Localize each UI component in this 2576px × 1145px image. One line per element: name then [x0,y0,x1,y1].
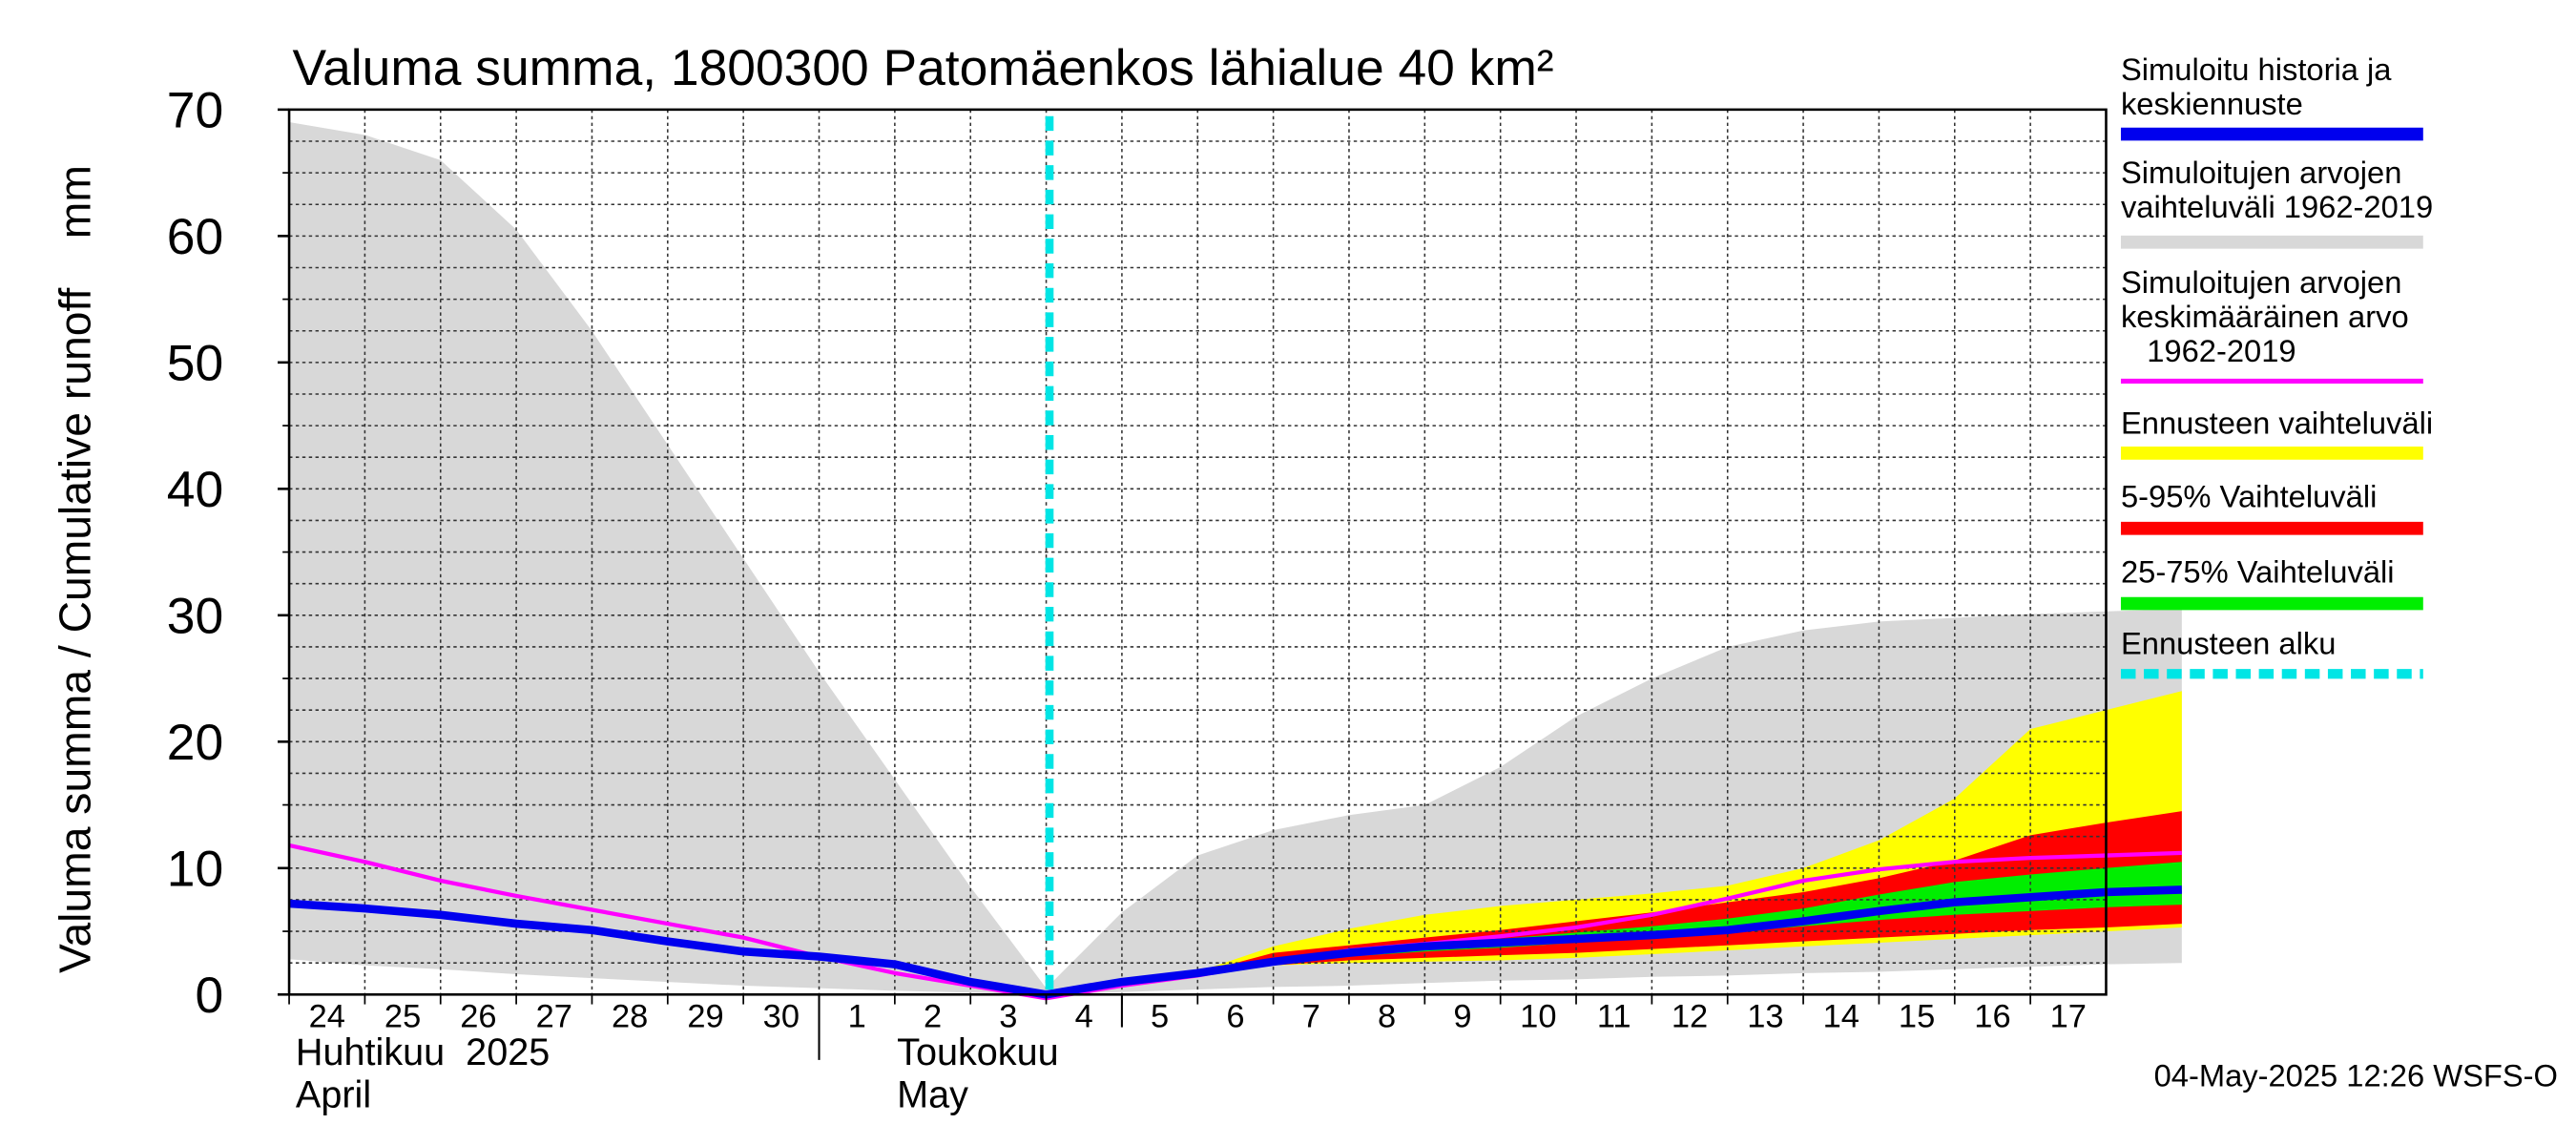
x-tick-label: 4 [1075,999,1093,1035]
x-tick-label: 3 [999,999,1017,1035]
x-tick-label: 10 [1520,999,1556,1035]
x-tick-label: 27 [536,999,572,1035]
historical-range-area [289,122,2182,995]
y-tick-label: 0 [195,968,223,1024]
x-tick-label: 16 [1974,999,2010,1035]
x-tick-label: 5 [1151,999,1169,1035]
y-tick-label: 40 [167,462,223,518]
x-tick-label: 2 [924,999,942,1035]
x-tick-label: 14 [1823,999,1859,1035]
legend-label: Simuloitujen arvojen [2121,264,2401,300]
y-tick-label: 30 [167,589,223,645]
x-tick-label: 28 [612,999,648,1035]
legend-label: 5-95% Vaihteluväli [2121,478,2377,513]
legend-label: 1962-2019 [2121,333,2296,368]
y-axis-label: Valuma summa / Cumulative runoff mm [51,165,100,973]
y-tick-label: 60 [167,209,223,265]
x-tick-label: 25 [384,999,421,1035]
legend-label: 25-75% Vaihteluväli [2121,553,2395,589]
x-tick-label: 30 [763,999,800,1035]
x-tick-label: 7 [1302,999,1320,1035]
chart-area-fills [289,122,2182,995]
series-line-history-mean-forecast [288,885,2182,999]
x-tick-label: 9 [1453,999,1471,1035]
x-tick-label: 15 [1899,999,1935,1035]
legend-label: vaihteluväli 1962-2019 [2121,189,2433,224]
y-tick-label: 20 [167,715,223,771]
x-tick-label: 17 [2050,999,2087,1035]
x-tick-label: 26 [460,999,496,1035]
month-label-line1: Toukokuu [897,1031,1058,1073]
x-tick-label: 12 [1672,999,1708,1035]
month-label-line2: May [897,1074,968,1116]
x-tick-label: 13 [1747,999,1783,1035]
legend-label: Simuloitujen arvojen [2121,155,2401,190]
legend-label: keskiennuste [2121,86,2303,121]
month-label-line2: April [296,1074,371,1116]
chart-series-lines [288,115,2182,1001]
legend-label: keskimääräinen arvo [2121,299,2409,334]
legend-label: Simuloitu historia ja [2121,52,2392,87]
x-tick-label: 6 [1226,999,1244,1035]
x-tick-label: 1 [848,999,866,1035]
x-tick-label: 11 [1597,999,1631,1035]
x-tick-label: 24 [309,999,345,1035]
x-tick-label: 29 [687,999,723,1035]
y-tick-label: 70 [167,83,223,139]
forecast-25-75-area [1046,862,2182,995]
chart-grid [289,109,2107,995]
y-tick-label: 10 [167,842,223,898]
x-tick-label: 8 [1378,999,1396,1035]
forecast-5-95-area [1046,811,2182,995]
y-tick-label: 50 [167,336,223,392]
legend-label: Ennusteen alku [2121,626,2336,661]
footer-timestamp: 04-May-2025 12:26 WSFS-O [2154,1057,2558,1093]
legend-label: Ennusteen vaihteluväli [2121,405,2433,440]
month-label-line1: Huhtikuu 2025 [296,1031,550,1073]
chart-title: Valuma summa, 1800300 Patomäenkos lähial… [292,40,1553,96]
